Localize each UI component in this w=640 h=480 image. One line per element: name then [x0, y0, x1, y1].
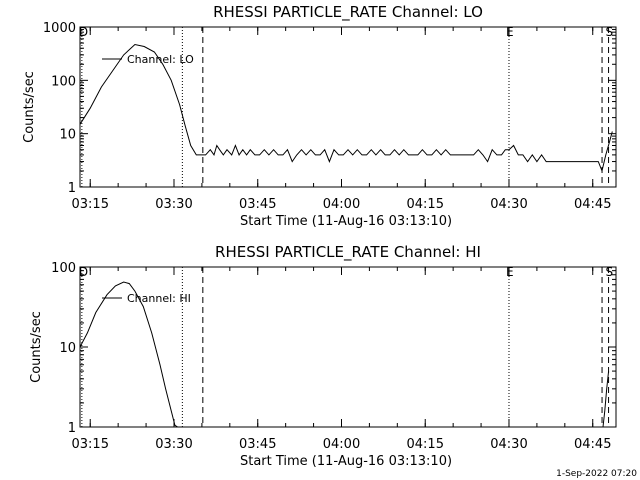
panel-hi-xlabel: Start Time (11-Aug-16 03:13:10) [240, 454, 452, 469]
panel-hi-series [79, 281, 610, 428]
x-tick-label: 03:15 [72, 437, 109, 452]
series-line [79, 281, 178, 428]
y-tick-label: 1000 [43, 21, 76, 36]
panel-lo-ylabel: Counts/sec [22, 71, 37, 143]
x-tick-label: 03:15 [72, 197, 109, 212]
x-tick-label: 03:45 [239, 437, 276, 452]
y-tick-label: 10 [59, 341, 76, 356]
panel-lo-xlabel: Start Time (11-Aug-16 03:13:10) [240, 214, 452, 229]
panel-lo-axes-frame [79, 26, 617, 188]
y-tick-label: 100 [51, 74, 76, 89]
panel-hi-legend: Channel: HI [102, 292, 191, 305]
panel-lo-legend: Channel: LO [102, 53, 194, 66]
x-tick-label: 04:00 [323, 197, 360, 212]
panel-hi-ylabel: Counts/sec [29, 311, 44, 383]
legend-label-hi: Channel: HI [127, 292, 191, 305]
event-marker-label: S [606, 25, 614, 39]
x-tick-label: 04:45 [574, 197, 611, 212]
x-tick-label: 03:30 [155, 197, 192, 212]
panel-hi-x-axis: 03:15 03:30 03:45 04:00 04:15 04:30 04:45 [72, 267, 611, 452]
panel-hi-title: RHESSI PARTICLE_RATE Channel: HI [215, 243, 481, 262]
panel-hi-plot-area: 1 10 100 03:15 03:30 03:45 04:00 04:15 04:30 04:… [51, 261, 617, 452]
event-marker-label: E [506, 265, 514, 279]
panel-hi-channel: RHESSI PARTICLE_RATE Channel: HI 1 10 100 … [29, 243, 617, 469]
x-tick-label: 04:00 [323, 437, 360, 452]
generation-timestamp: 1-Sep-2022 07:20 [556, 469, 637, 479]
y-tick-label: 100 [51, 261, 76, 276]
event-marker-label: D [79, 25, 88, 39]
x-tick-label: 03:45 [239, 197, 276, 212]
y-tick-label: 10 [59, 128, 76, 143]
event-marker-label: D [79, 265, 88, 279]
x-tick-label: 03:30 [155, 437, 192, 452]
x-tick-label: 04:30 [490, 197, 527, 212]
y-tick-label: 1 [68, 181, 76, 196]
x-tick-label: 04:15 [407, 437, 444, 452]
series-line [602, 371, 610, 428]
panel-lo-title: RHESSI PARTICLE_RATE Channel: LO [213, 3, 483, 22]
panel-lo-channel: RHESSI PARTICLE_RATE Channel: LO 1101001… [22, 3, 617, 229]
panel-lo-y-axis: 1 10 100 1000 [43, 21, 616, 196]
event-marker-label: E [506, 25, 514, 39]
series-line [79, 43, 613, 173]
panel-lo-plot-area: 1 10 100 1000 03:15 03:30 03:45 04:00 04:15 04:3… [43, 21, 617, 212]
panel-lo-series [79, 43, 613, 173]
legend-label-lo: Channel: LO [127, 53, 194, 66]
panel-lo-x-axis: 03:15 03:30 03:45 04:00 04:15 04:30 04:45 [72, 27, 611, 212]
x-tick-label: 04:15 [407, 197, 444, 212]
y-tick-label: 1 [68, 421, 76, 436]
x-tick-label: 04:45 [574, 437, 611, 452]
x-tick-label: 04:30 [490, 437, 527, 452]
event-marker-label: S [606, 265, 614, 279]
